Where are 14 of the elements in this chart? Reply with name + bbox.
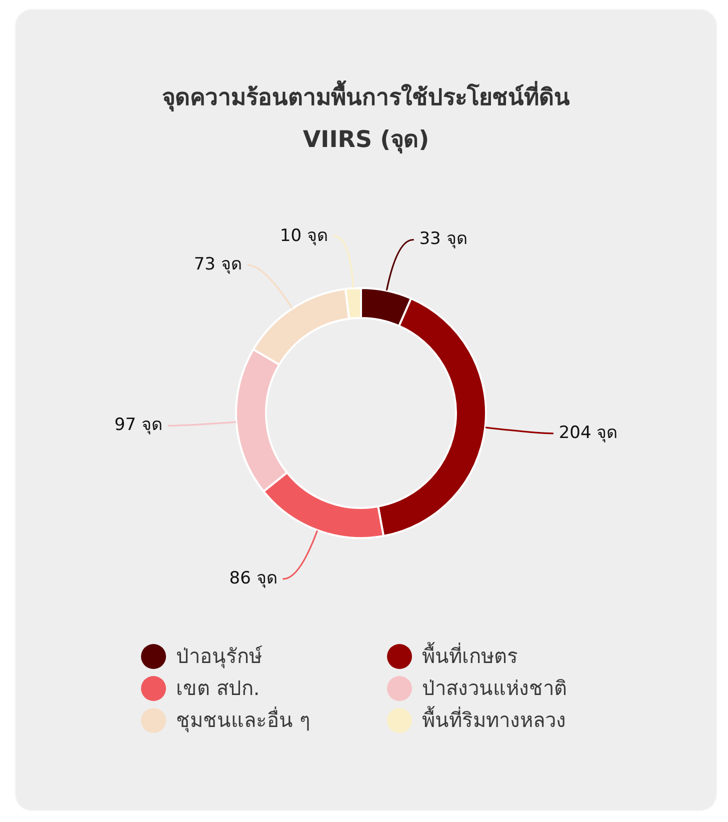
data-label: 10 จุด xyxy=(280,226,328,246)
chart-title: จุดความร้อนตามพื้นการใช้ประโยชน์ที่ดิน xyxy=(161,80,571,114)
legend-label: ป่าสงวนแห่งชาติ xyxy=(422,675,567,702)
legend-label: ป่าอนุรักษ์ xyxy=(176,643,262,670)
legend-label: เขต สปก. xyxy=(176,675,260,702)
data-label: 73 จุด xyxy=(194,254,242,274)
chart-subtitle: VIIRS (จุด) xyxy=(302,126,430,156)
legend-label: ชุมชนและอื่น ๆ xyxy=(176,706,310,734)
legend-label: พื้นที่เกษตร xyxy=(422,640,518,670)
data-label: 86 จุด xyxy=(229,568,278,588)
legend-label: พื้นที่ริมทางหลวง xyxy=(422,704,566,734)
data-label: 204 จุด xyxy=(558,422,618,443)
data-label: 97 จุด xyxy=(114,415,162,436)
data-label: 33 จุด xyxy=(419,229,468,250)
